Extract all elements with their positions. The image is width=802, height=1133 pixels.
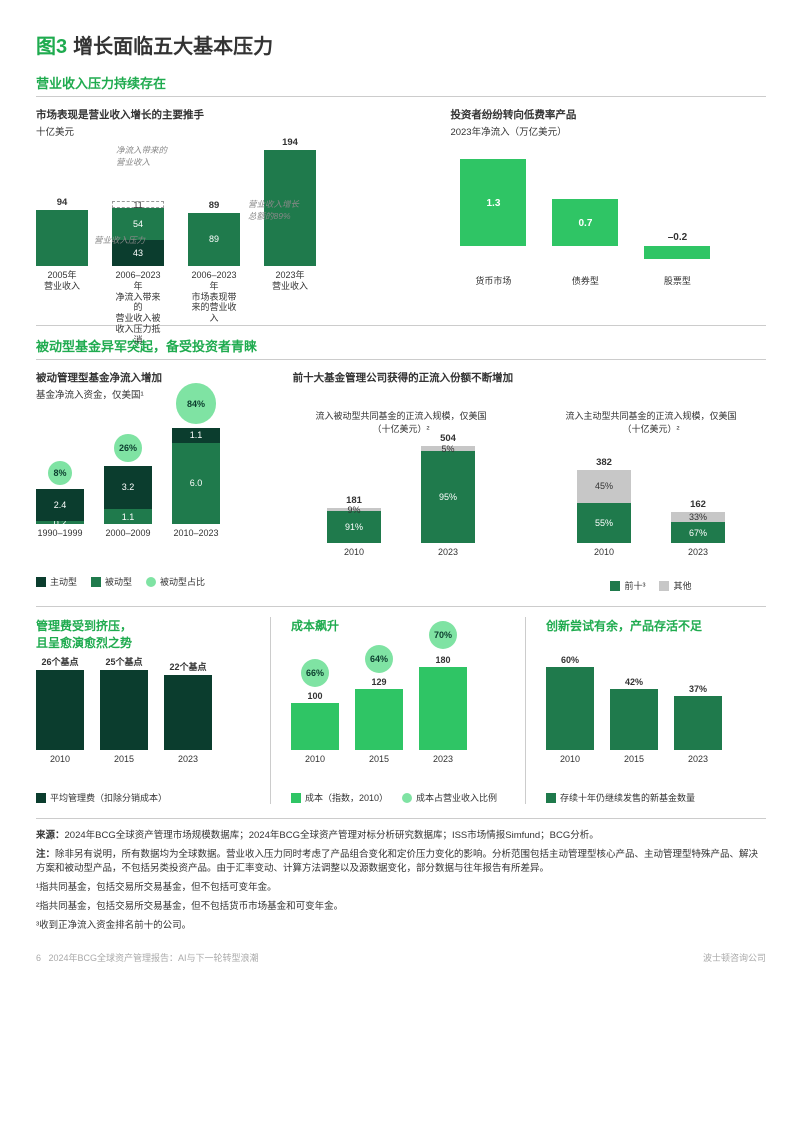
note-label: 注： [36,849,55,860]
separator-2 [36,606,766,607]
legend-pct: 被动型占比 [160,575,205,588]
s2-mid-sub: 流入被动型共同基金的正流入规模，仅美国 （十亿美元）² [286,409,516,435]
legend-cost-pct: 成本占营业收入比例 [416,791,497,804]
section-1-title: 营业收入压力持续存在 [36,73,766,97]
s2-right-chart: 38255%45%201016267%33%2023 [536,443,766,573]
s2-left-legend: 主动型 被动型 被动型占比 [36,575,266,588]
footnote-2: ²指共同基金，包括交易所交易基金，但不包括货币市场基金和可变年金。 [36,900,766,915]
note-text: 除非另有说明，所有数据均为全球数据。营业收入压力同时考虑了产品组合变化和定价压力… [36,849,758,875]
s3-c2-legend: 成本（指数，2010） 成本占营业收入比例 [291,791,511,804]
legend-cost-idx: 成本（指数，2010） [305,791,388,804]
s1-left-unit: 十亿美元 [36,124,430,138]
page-footer: 6 2024年BCG全球资产管理报告：AI与下一轮转型浪潮 波士顿咨询公司 [36,951,766,964]
s1-left-chart: 942005年 营业收入4354112006–2023年 净流入带来的 营业收入… [36,146,430,311]
page-number: 6 [36,953,41,963]
figure-number: 图3 [36,36,67,58]
s1-right-chart: 1.3货币市场0.7债券型–0.2股票型 [450,146,766,311]
s2-left-title: 被动管理型基金净流入增加 [36,370,273,385]
s3-c3-title: 创新尝试有余，产品存活不足 [546,617,766,649]
legend-active: 主动型 [50,575,77,588]
title-text: 增长面临五大基本压力 [73,36,273,58]
separator-3 [36,818,766,819]
footnote-1: ¹指共同基金，包括交易所交易基金，但不包括可变年金。 [36,881,766,896]
page-title: 图3 增长面临五大基本压力 [36,30,766,59]
s1-right-unit: 2023年净流入（万亿美元） [450,124,766,138]
s2-mid-chart: 18191%9%201050495%5%2023 [286,443,516,573]
legend-mgmt-fee: 平均管理费（扣除分销成本） [50,791,167,804]
s3-c2-title: 成本飙升 [291,617,511,649]
legend-other: 其他 [673,579,691,592]
s3-c3-legend: 存续十年仍继续发售的新基金数量 [546,791,766,804]
legend-survival: 存续十年仍继续发售的新基金数量 [560,791,695,804]
company-name: 波士顿咨询公司 [703,951,766,964]
s2-left-chart: 0.22.48%1990–19991.13.226%2000–20096.01.… [36,409,266,569]
s2-right-legend: 前十³ 其他 [536,579,766,592]
legend-top10: 前十³ [624,579,645,592]
source-label: 来源： [36,830,65,841]
footnote-3: ³收到正净流入资金排名前十的公司。 [36,919,766,934]
s1-right-title: 投资者纷纷转向低费率产品 [450,107,766,122]
s3-c1-chart: 26个基点201025个基点201522个基点2023 [36,655,256,785]
s3-c3-chart: 60%201042%201537%2023 [546,655,766,785]
s3-c1-title: 管理费受到挤压， 且呈愈演愈烈之势 [36,617,256,649]
s2-left-unit: 基金净流入资金，仅美国¹ [36,387,273,401]
source-text: 2024年BCG全球资产管理市场规模数据库；2024年BCG全球资产管理对标分析… [65,830,599,841]
footnotes: 来源：2024年BCG全球资产管理市场规模数据库；2024年BCG全球资产管理对… [36,829,766,933]
legend-passive: 被动型 [105,575,132,588]
s3-c2-chart: 10066%201012964%201518070%2023 [291,655,511,785]
s1-left-title: 市场表现是营业收入增长的主要推手 [36,107,430,122]
doc-title: 2024年BCG全球资产管理报告：AI与下一轮转型浪潮 [49,953,259,963]
s3-c1-legend: 平均管理费（扣除分销成本） [36,791,256,804]
s2-right-sub: 流入主动型共同基金的正流入规模，仅美国 （十亿美元）² [536,409,766,435]
s2-mid-title: 前十大基金管理公司获得的正流入份额不断增加 [293,370,766,385]
